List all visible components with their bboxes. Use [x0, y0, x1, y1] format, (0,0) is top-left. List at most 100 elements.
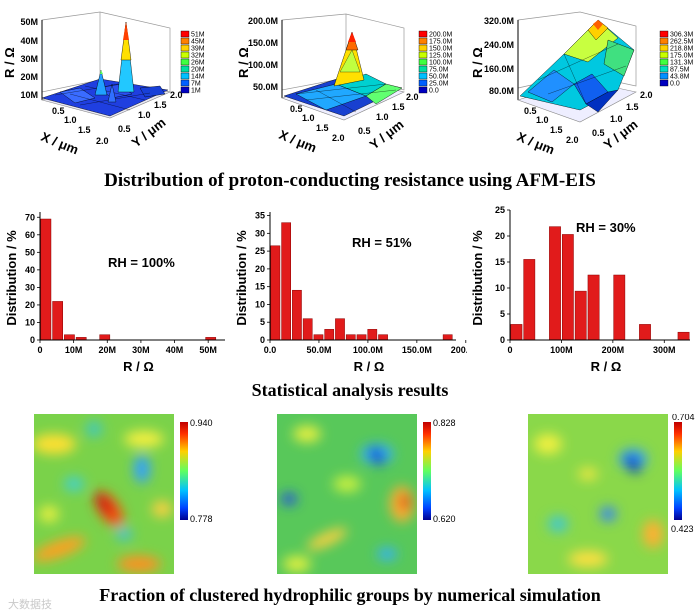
surface-patch [59, 87, 96, 104]
histogram-bar [367, 329, 378, 341]
y-axis-label: Distribution / % [4, 230, 19, 326]
y-tick-label: 0 [500, 335, 505, 345]
y-tick-label: 60 [25, 230, 35, 240]
watermark: 大数据技 [8, 598, 52, 611]
rh-annotation: RH = 51% [352, 235, 412, 250]
y-tick: 0.5 [592, 128, 605, 138]
legend-swatch [659, 72, 669, 80]
x-tick-label: 100.0M [353, 345, 383, 355]
x-tick-label: 30M [132, 345, 150, 355]
histogram-rh100: 0 10 20 30 40 50 60 70 0 10M 20M 30M 40M 50M R / Ω Dist… [4, 212, 225, 374]
legend-label: 200.0M [429, 32, 453, 39]
z-tick: 30M [20, 54, 38, 64]
y-axis-label: Distribution / % [470, 230, 485, 326]
legend-swatch [180, 30, 190, 38]
y-tick: 1.5 [392, 102, 405, 112]
surface-peak [348, 32, 356, 42]
x-tick: 1.0 [536, 115, 549, 125]
colorbar-max: 0.940 [190, 418, 213, 428]
y-tick-label: 15 [255, 282, 265, 292]
legend-swatch [418, 37, 428, 45]
legend-swatch [418, 58, 428, 66]
legend-label: 14M [191, 74, 205, 81]
rh-annotation: RH = 100% [108, 255, 175, 270]
histogram-bar [52, 301, 63, 341]
colorbar-min: 0.778 [190, 514, 213, 524]
z-tick: 320.0M [484, 16, 514, 26]
legend-swatch [659, 79, 669, 87]
legend-swatch [180, 79, 190, 87]
legend-label: 50.0M [429, 74, 449, 81]
legend-label: 39M [191, 46, 205, 53]
x-tick: 2.0 [566, 135, 579, 145]
y-tick-label: 30 [25, 282, 35, 292]
y-tick-label: 20 [255, 264, 265, 274]
legend-swatch [418, 65, 428, 73]
z-tick: 50.0M [253, 82, 278, 92]
z-tick: 100.0M [248, 60, 278, 70]
color-legend: 306.3M262.5M218.8M175.0M131.3M87.5M43.8M… [659, 30, 694, 88]
x-tick: 2.0 [332, 133, 345, 143]
x-axis-label: X / μm [277, 127, 319, 156]
surface-base [41, 78, 169, 117]
histogram-rh30: 0 5 10 15 20 25 0 100M 200M 300M R / Ω Distribution… [470, 205, 690, 374]
x-axis-label: R / Ω [591, 359, 622, 374]
heatmap-middle: 0.828 0.620 [277, 414, 456, 574]
histogram-bar [270, 245, 281, 341]
y-tick-label: 25 [495, 205, 505, 215]
y-tick-label: 10 [495, 283, 505, 293]
legend-swatch [180, 58, 190, 66]
y-tick: 1.0 [138, 110, 151, 120]
surface-peak [123, 22, 129, 40]
histogram-bar [99, 334, 111, 341]
legend-swatch [659, 30, 669, 38]
surface-patch [97, 83, 133, 99]
legend-label: 7M [191, 81, 201, 88]
z-tick: 80.0M [489, 86, 514, 96]
x-tick-label: 50M [199, 345, 217, 355]
legend-swatch [418, 51, 428, 59]
x-tick: 0.5 [52, 106, 65, 116]
z-tick: 240.0M [484, 40, 514, 50]
histogram-bar [574, 290, 587, 341]
y-tick-label: 20 [25, 300, 35, 310]
y-tick-label: 5 [260, 317, 265, 327]
legend-swatch [418, 30, 428, 38]
x-tick-label: 150.0M [402, 345, 432, 355]
legend-swatch [659, 58, 669, 66]
histogram-bar [378, 334, 388, 341]
y-tick-label: 15 [495, 257, 505, 267]
histogram-bar [313, 334, 324, 341]
legend-label: 125.0M [429, 53, 453, 60]
y-tick-label: 10 [255, 299, 265, 309]
colorbar-max: 0.828 [433, 418, 456, 428]
surface-plot-rh100: 50M 40M 30M 20M 10M R / Ω 0.5 1.0 1.5 2.… [2, 11, 205, 157]
y-tick-label: 10 [25, 317, 35, 327]
legend-label: 262.5M [670, 39, 694, 46]
x-tick-label: 300M [653, 345, 676, 355]
surface-peak [120, 21, 132, 61]
x-axis-label: R / Ω [123, 359, 154, 374]
histogram-bar [40, 218, 52, 341]
colorbar [180, 422, 188, 520]
surface-plot-rh30: 320.0M 240.0M 160.0M 80.0M R / Ω 0.5 1.0… [470, 11, 694, 157]
legend-label: 87.5M [670, 67, 690, 74]
y-tick-label: 25 [255, 246, 265, 256]
x-tick-label: 0 [507, 345, 512, 355]
x-tick-label: 200M [602, 345, 625, 355]
legend-label: 0.0 [429, 88, 439, 95]
heatmap-right: 0.704 0.423 [528, 414, 695, 574]
histogram-bar [561, 234, 574, 341]
x-tick: 1.0 [64, 115, 77, 125]
histogram-rh51: 0 5 10 15 20 25 30 35 0.0 50.0M 100.0M 150.0M 200.0M… [234, 211, 467, 374]
legend-label: 218.8M [670, 46, 694, 53]
y-tick-label: 35 [255, 211, 265, 221]
z-axis-label: R / Ω [236, 47, 251, 78]
histogram-bar [281, 222, 291, 341]
y-tick: 2.0 [406, 92, 419, 102]
surface-patch [585, 89, 619, 113]
z-axis-label: R / Ω [470, 47, 485, 78]
z-tick: 200.0M [248, 16, 278, 26]
surface-patch [603, 39, 635, 77]
